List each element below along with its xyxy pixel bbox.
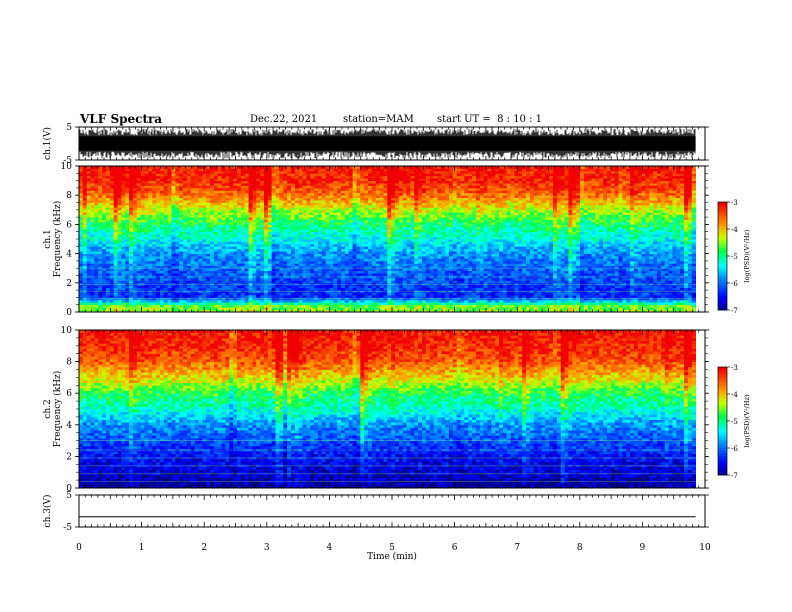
xtick-label: 10 bbox=[699, 543, 711, 553]
ytick-label: 6 bbox=[66, 220, 72, 230]
xtick-label: 4 bbox=[327, 543, 333, 553]
ytick-label: 0 bbox=[66, 484, 72, 494]
xtick-label: 6 bbox=[452, 543, 458, 553]
ylabel-channel: ch.1(V) bbox=[42, 127, 53, 160]
colorbar-tick-label: -4 bbox=[731, 391, 738, 399]
ylabel-frequency: Frequency (kHz) bbox=[52, 201, 63, 278]
xtick-label: 0 bbox=[76, 543, 82, 553]
ytick-label: 2 bbox=[66, 279, 72, 289]
figure-title: VLF Spectra bbox=[80, 112, 162, 126]
colorbar-ch2: -3 -4 -5 -6 -7 log(PSD)(V²/Hz) bbox=[717, 364, 751, 480]
station-label: station=MAM bbox=[343, 114, 414, 125]
ytick-label: 10 bbox=[61, 162, 73, 172]
colorbar-ch1: -3 -4 -5 -6 -7 log(PSD)(V²/Hz) bbox=[717, 199, 751, 315]
ylabel-channel: ch.1 bbox=[43, 229, 53, 248]
ytick-label: -5 bbox=[63, 156, 72, 166]
ytick-label: 5 bbox=[66, 491, 72, 501]
xtick-label: 9 bbox=[640, 543, 646, 553]
colorbar-tick-label: -3 bbox=[731, 199, 738, 207]
spectrogram-ch1 bbox=[79, 166, 697, 313]
ylabel-channel: ch.3(V) bbox=[42, 495, 53, 528]
colorbar-tick-label: -7 bbox=[731, 307, 738, 315]
ytick-label: 4 bbox=[66, 250, 72, 260]
colorbar-tick-label: -5 bbox=[731, 418, 738, 426]
colorbar-tick-label: -4 bbox=[731, 226, 738, 234]
xtick-label: 2 bbox=[201, 543, 207, 553]
colorbar-tick-label: -7 bbox=[731, 472, 738, 480]
waveform-ch1 bbox=[78, 128, 696, 159]
xlabel-time: Time (min) bbox=[367, 551, 417, 562]
colorbar-tick-label: -3 bbox=[731, 364, 738, 372]
colorbar-tick-label: -6 bbox=[731, 445, 738, 453]
colorbar-tick-label: -5 bbox=[731, 253, 738, 261]
ytick-label: -5 bbox=[63, 523, 72, 533]
colorbar-tick-label: -6 bbox=[731, 280, 738, 288]
colorbar-label: log(PSD)(V²/Hz) bbox=[743, 229, 751, 282]
ytick-label: 8 bbox=[66, 358, 72, 368]
ytick-label: 0 bbox=[66, 308, 72, 318]
xtick-label: 3 bbox=[264, 543, 270, 553]
colorbar-label: log(PSD)(V²/Hz) bbox=[743, 394, 751, 447]
ylabel-channel: ch.2 bbox=[43, 399, 53, 418]
ytick-label: 8 bbox=[66, 191, 72, 201]
xtick-label: 5 bbox=[389, 543, 395, 553]
spectrogram-ch2 bbox=[79, 330, 697, 489]
xtick-label: 8 bbox=[577, 543, 583, 553]
ytick-label: 4 bbox=[66, 421, 72, 431]
xtick-label: 7 bbox=[514, 543, 520, 553]
ytick-label: 2 bbox=[66, 452, 72, 462]
date-label: Dec.22, 2021 bbox=[250, 114, 317, 125]
start-time-label: start UT = 8 : 10 : 1 bbox=[437, 114, 542, 125]
ytick-label: 6 bbox=[66, 389, 72, 399]
waveform-trace bbox=[78, 128, 696, 159]
ytick-label: 5 bbox=[66, 123, 72, 133]
ytick-label: 10 bbox=[61, 326, 73, 336]
xtick-label: 1 bbox=[139, 543, 145, 553]
ylabel-frequency: Frequency (kHz) bbox=[52, 371, 63, 448]
